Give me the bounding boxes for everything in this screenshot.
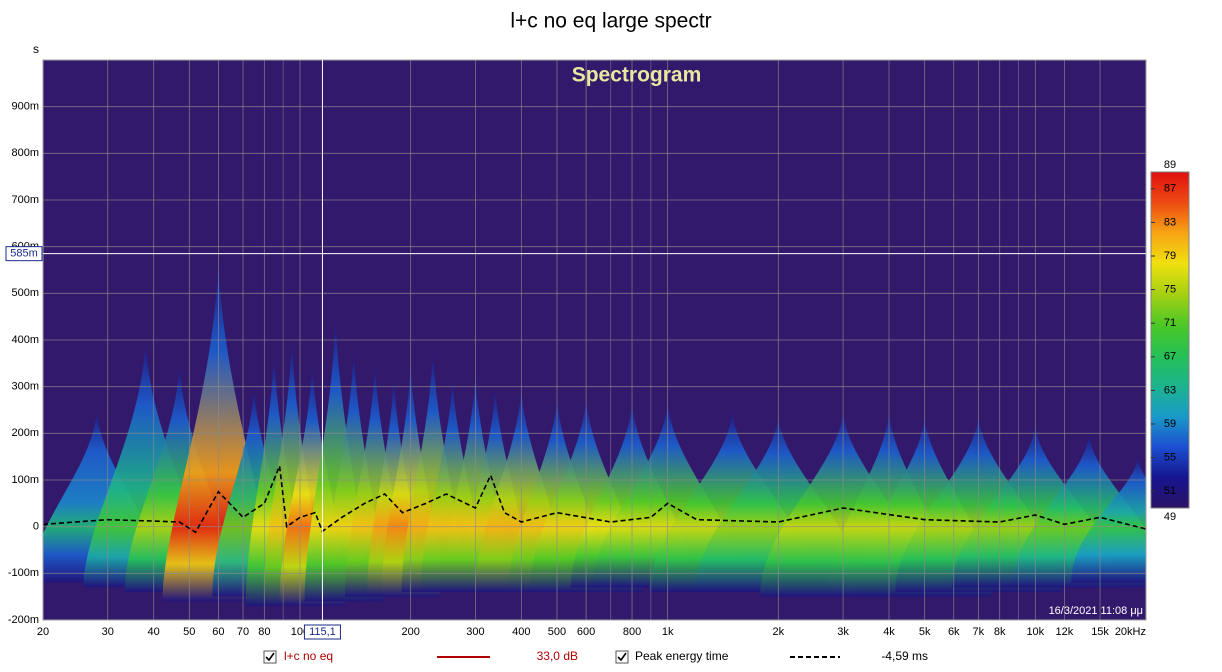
x-tick-label: 4k — [883, 626, 895, 638]
timestamp: 16/3/2021 11:08 μμ — [1049, 605, 1143, 617]
plot-frame — [42, 59, 1147, 621]
y-tick-label: 900m — [11, 101, 39, 113]
colorbar-tick-label: 51 — [1164, 485, 1176, 497]
x-tick-label: 6k — [948, 626, 960, 638]
x-tick-label: 70 — [237, 626, 249, 638]
y-tick-label: 400m — [11, 334, 39, 346]
legend-checkbox[interactable] — [615, 650, 629, 664]
y-tick-label: -100m — [8, 567, 39, 579]
legend-label: Peak energy time — [635, 649, 729, 663]
spectrogram-label: Spectrogram — [572, 64, 702, 87]
y-tick-label: 500m — [11, 287, 39, 299]
x-tick-label: 500 — [548, 626, 566, 638]
colorbar-tick-label: 79 — [1164, 250, 1176, 262]
x-tick-label: 20 — [37, 626, 49, 638]
x-tick-label: 12k — [1056, 626, 1074, 638]
y-tick-label: 100m — [11, 474, 39, 486]
y-tick-label: 0 — [33, 521, 39, 533]
chart-title: l+c no eq large spectr — [510, 10, 711, 33]
x-tick-label: 1k — [662, 626, 674, 638]
cursor-box — [303, 624, 341, 640]
checkmark — [617, 652, 627, 662]
cursor-box — [5, 246, 43, 262]
x-tick-label: 60 — [212, 626, 224, 638]
colorbar-tick-label: 67 — [1164, 351, 1176, 363]
colorbar-tick-label: 49 — [1164, 511, 1176, 523]
colorbar-tick-label: 71 — [1164, 317, 1176, 329]
x-tick-label: 8k — [994, 626, 1006, 638]
y-tick-label: 300m — [11, 381, 39, 393]
colorbar-tick-label: 75 — [1164, 284, 1176, 296]
legend-label: l+c no eq — [284, 649, 333, 663]
peak-energy-line — [43, 465, 1146, 534]
checkmark — [265, 652, 275, 662]
legend-value: -4,59 ms — [881, 649, 928, 663]
legend-value: 33,0 dB — [537, 649, 578, 663]
x-tick-label: 80 — [258, 626, 270, 638]
y-axis-label: s — [33, 42, 39, 56]
colorbar-tick-label: 89 — [1164, 159, 1176, 171]
colorbar-tick-label: 55 — [1164, 452, 1176, 464]
x-tick-label: 600 — [577, 626, 595, 638]
y-tick-label: 200m — [11, 427, 39, 439]
colorbar-tick-label: 59 — [1164, 418, 1176, 430]
x-tick-label: 400 — [512, 626, 530, 638]
legend-checkbox[interactable] — [263, 650, 277, 664]
x-tick-label: 15k — [1091, 626, 1109, 638]
spectrogram-ridge — [1071, 456, 1146, 583]
colorbar-tick-label: 63 — [1164, 384, 1176, 396]
cursor-y-label: 585m — [10, 248, 38, 260]
colorbar — [1150, 171, 1190, 509]
x-tick-label: 300 — [466, 626, 484, 638]
x-tick-label: 5k — [919, 626, 931, 638]
y-tick-label: 700m — [11, 194, 39, 206]
colorbar-tick-label: 83 — [1164, 216, 1176, 228]
x-tick-label: 200 — [401, 626, 419, 638]
colorbar-tick-label: 87 — [1164, 183, 1176, 195]
x-tick-label: 10k — [1026, 626, 1044, 638]
x-tick-label: 7k — [973, 626, 985, 638]
x-tick-label: 800 — [623, 626, 641, 638]
x-tick-label: 3k — [837, 626, 849, 638]
x-tick-label: 30 — [102, 626, 114, 638]
cursor-x-label: 115,1 — [309, 626, 336, 638]
x-tick-label: 50 — [183, 626, 195, 638]
spectrogram — [43, 256, 1146, 606]
y-tick-label: -200m — [8, 614, 39, 626]
x-tick-label: 40 — [148, 626, 160, 638]
x-tick-label: 2k — [773, 626, 785, 638]
x-tick-label: 20kHz — [1115, 626, 1146, 638]
y-tick-label: 800m — [11, 147, 39, 159]
